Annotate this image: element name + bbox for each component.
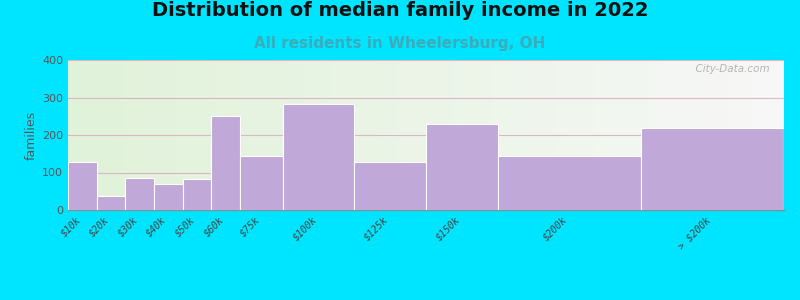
- Bar: [426, 124, 498, 210]
- Bar: [498, 156, 641, 210]
- Bar: [68, 162, 97, 210]
- Text: Distribution of median family income in 2022: Distribution of median family income in …: [152, 2, 648, 20]
- Text: City-Data.com: City-Data.com: [689, 64, 770, 74]
- Bar: [354, 162, 426, 210]
- Y-axis label: families: families: [25, 110, 38, 160]
- Bar: [154, 184, 182, 210]
- Bar: [97, 196, 126, 210]
- Bar: [240, 156, 283, 210]
- Bar: [126, 178, 154, 210]
- Bar: [211, 116, 240, 210]
- Bar: [641, 128, 784, 210]
- Text: All residents in Wheelersburg, OH: All residents in Wheelersburg, OH: [254, 36, 546, 51]
- Bar: [282, 104, 354, 210]
- Bar: [182, 179, 211, 210]
